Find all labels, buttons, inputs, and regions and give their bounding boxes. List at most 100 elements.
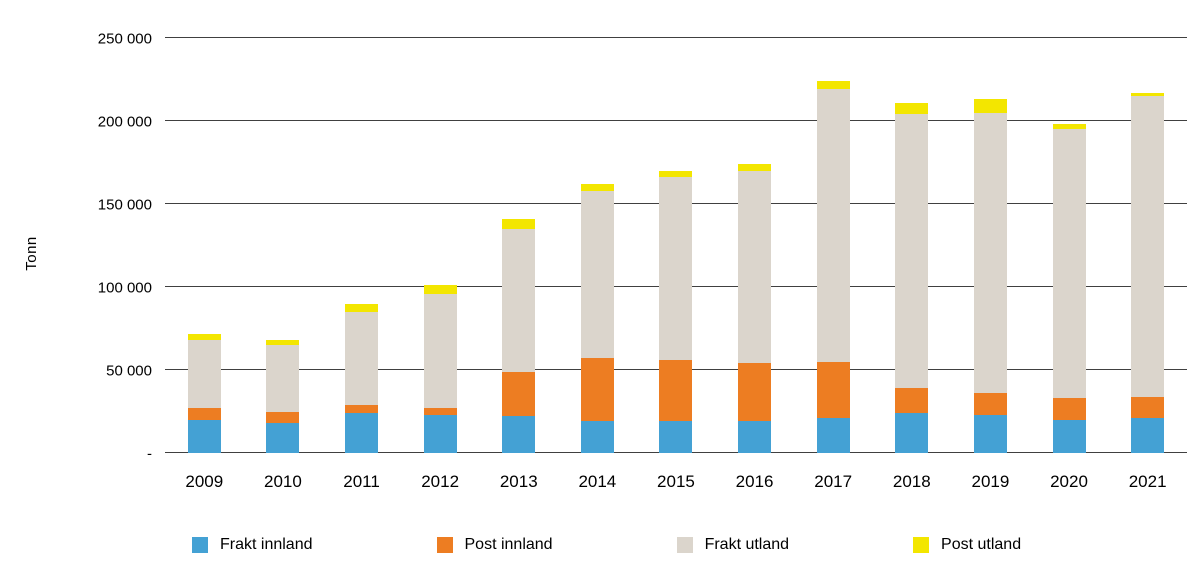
bar-segment-post-innland — [973, 393, 1007, 415]
bar-segment-frakt-utland — [738, 170, 772, 364]
legend-swatch-icon — [192, 537, 208, 553]
bar-slot — [794, 38, 873, 453]
bar-segment-post-utland — [1052, 124, 1086, 130]
bar-segment-post-utland — [1131, 92, 1165, 97]
bar-2019 — [973, 38, 1007, 453]
bar-2013 — [502, 38, 536, 453]
x-tick-label: 2018 — [892, 472, 931, 491]
bar-slot — [401, 38, 480, 453]
bar-slot — [165, 38, 244, 453]
legend-swatch-icon — [676, 537, 693, 553]
legend-item-frakt-innland: Frakt innland — [192, 536, 313, 554]
bar-segment-post-utland — [423, 285, 457, 294]
bar-segment-frakt-innland — [345, 413, 379, 453]
bar-2014 — [580, 38, 614, 453]
bar-slot — [715, 38, 794, 453]
bar-segment-post-innland — [738, 363, 772, 422]
bar-segment-post-innland — [580, 358, 614, 422]
bar-segment-frakt-utland — [345, 311, 379, 405]
bar-segment-frakt-innland — [423, 414, 457, 453]
bar-segment-frakt-innland — [738, 421, 772, 453]
bar-2010 — [266, 38, 300, 453]
y-tick-label: 150 000 — [97, 196, 152, 213]
bar-segment-frakt-utland — [502, 228, 536, 372]
bar-segment-post-innland — [345, 404, 379, 414]
bar-2021 — [1131, 38, 1165, 453]
bar-segment-post-innland — [659, 360, 693, 422]
bar-segment-frakt-utland — [816, 89, 850, 362]
bar-slot — [872, 38, 951, 453]
bar-segment-frakt-innland — [659, 421, 693, 453]
plot-area — [165, 37, 1187, 453]
x-tick-label: 2009 — [185, 472, 224, 491]
bar-segment-frakt-innland — [816, 418, 850, 453]
legend: Frakt innland Post innland Frakt utland Pos… — [192, 536, 1021, 554]
bar-2015 — [659, 38, 693, 453]
y-tick-label: 100 000 — [97, 279, 152, 296]
bar-slot — [951, 38, 1030, 453]
bar-segment-post-innland — [1052, 398, 1086, 420]
bar-segment-frakt-utland — [1131, 96, 1165, 397]
bar-2017 — [816, 38, 850, 453]
legend-swatch-icon — [913, 537, 930, 553]
bar-segment-post-utland — [659, 170, 693, 178]
bar-segment-frakt-innland — [1131, 418, 1165, 453]
y-tick-label: 50 000 — [106, 362, 152, 379]
gridline — [165, 37, 1187, 38]
bar-segment-frakt-utland — [659, 177, 693, 361]
x-tick-label: 2017 — [814, 472, 853, 491]
y-tick-label: 200 000 — [97, 113, 152, 130]
bar-segment-frakt-innland — [580, 421, 614, 453]
bar-2011 — [345, 38, 379, 453]
bar-slot — [244, 38, 323, 453]
x-tick-label: 2015 — [657, 472, 695, 491]
x-tick-label: 2019 — [971, 472, 1010, 491]
bar-segment-post-innland — [502, 371, 536, 417]
x-tick-label: 2013 — [499, 472, 538, 491]
bar-2012 — [423, 38, 457, 453]
bar-segment-frakt-utland — [895, 114, 929, 389]
bar-segment-frakt-utland — [1052, 129, 1086, 399]
x-tick-label: 2014 — [578, 472, 617, 491]
bar-segment-post-innland — [1131, 396, 1165, 419]
bar-slot — [479, 38, 558, 453]
bar-segment-post-innland — [266, 411, 300, 424]
bar-slot — [637, 38, 716, 453]
bar-segment-frakt-innland — [187, 419, 221, 453]
bar-segment-post-utland — [187, 333, 221, 341]
bar-segment-frakt-utland — [423, 293, 457, 409]
x-tick-label: 2011 — [343, 472, 380, 491]
x-tick-label: 2010 — [264, 472, 302, 491]
y-tick-label: 250 000 — [97, 30, 152, 47]
bar-segment-post-innland — [187, 408, 221, 420]
bar-segment-post-utland — [345, 303, 379, 312]
gridline — [165, 120, 1187, 121]
legend-swatch-icon — [436, 537, 453, 553]
bar-slot — [558, 38, 637, 453]
bar-slot — [322, 38, 401, 453]
x-tick-label: 2020 — [1050, 472, 1088, 491]
bar-segment-frakt-utland — [973, 112, 1007, 394]
x-axis: 2009 2010 2011 2012 2013 2014 2015 2016 2017 2018… — [165, 472, 1187, 492]
bar-segment-post-utland — [816, 81, 850, 90]
bar-2020 — [1052, 38, 1086, 453]
bar-segment-frakt-innland — [1052, 419, 1086, 453]
legend-label: Frakt utland — [704, 536, 790, 553]
bar-segment-frakt-innland — [502, 416, 536, 453]
bar-2016 — [738, 38, 772, 453]
bar-2009 — [187, 38, 221, 453]
bar-segment-frakt-utland — [187, 340, 221, 409]
x-tick-label: 2012 — [421, 472, 460, 491]
legend-label: Post utland — [941, 536, 1022, 553]
bar-segment-post-utland — [502, 218, 536, 229]
bar-segment-frakt-innland — [973, 414, 1007, 453]
x-tick-label: 2016 — [735, 472, 774, 491]
bar-segment-frakt-innland — [266, 423, 300, 453]
bar-segment-post-innland — [895, 388, 929, 414]
bar-segment-frakt-utland — [580, 190, 614, 359]
legend-label: Frakt innland — [220, 536, 313, 553]
bar-segment-frakt-utland — [266, 345, 300, 412]
bars-row — [165, 38, 1187, 453]
legend-item-frakt-utland: Frakt utland — [676, 536, 790, 554]
